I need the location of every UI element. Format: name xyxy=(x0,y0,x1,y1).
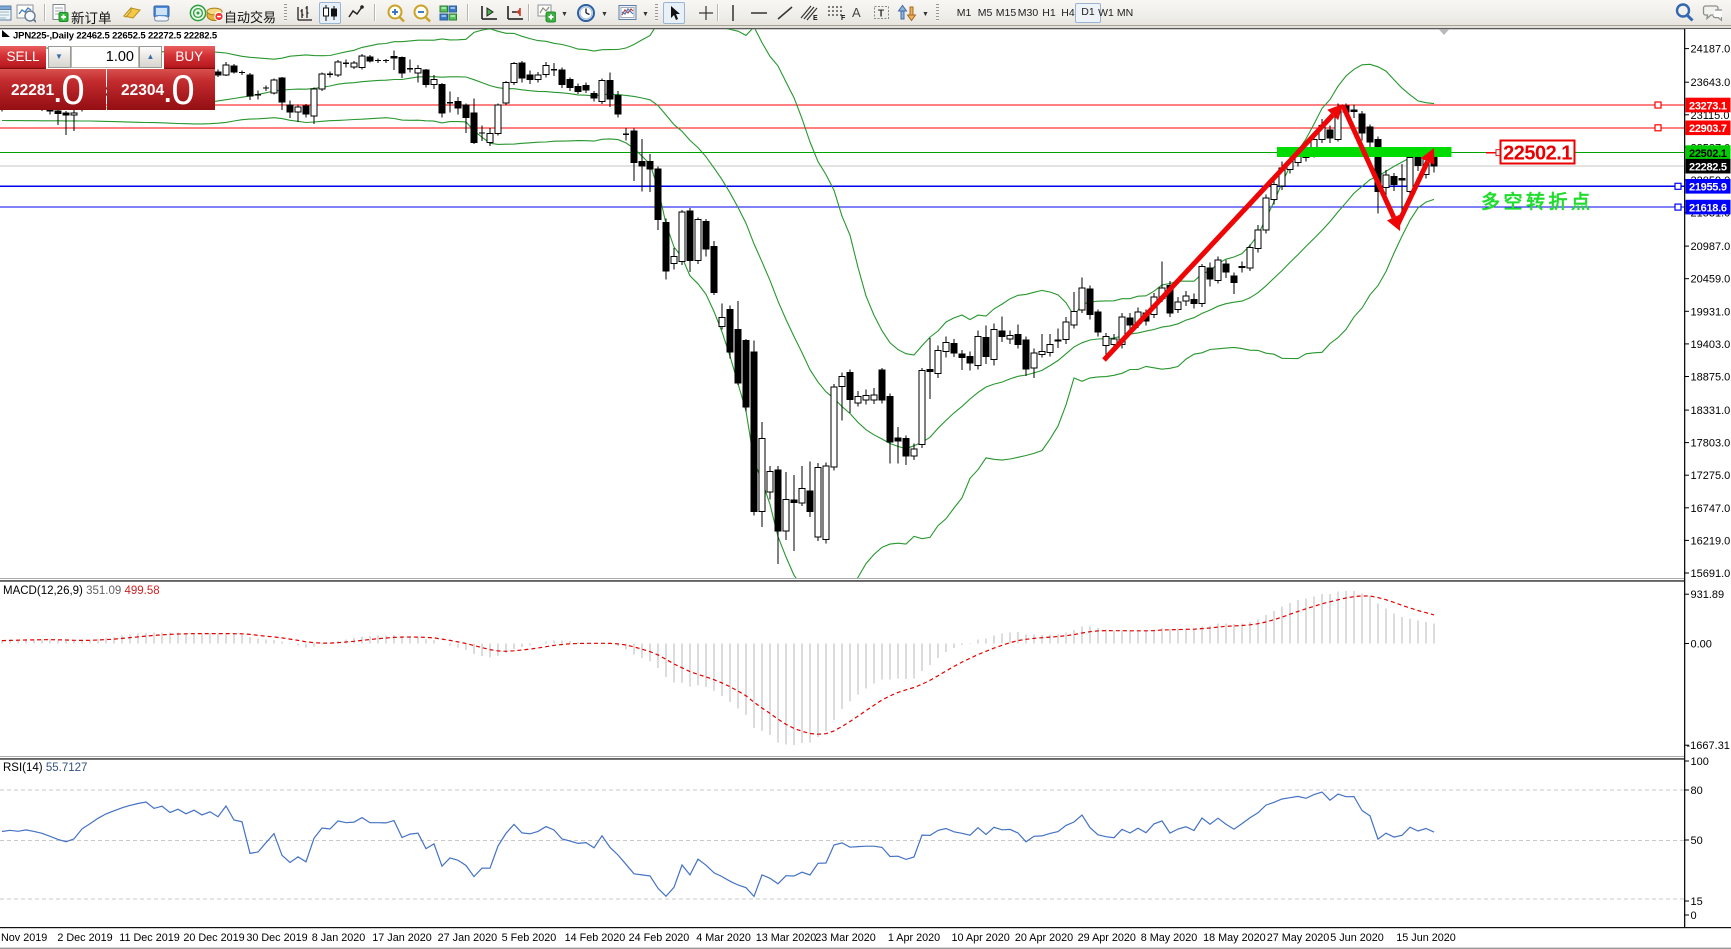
svg-text:14 Feb 2020: 14 Feb 2020 xyxy=(565,932,626,944)
svg-text:MACD(12,26,9) 351.09 499.58: MACD(12,26,9) 351.09 499.58 xyxy=(3,585,160,597)
svg-text:2 Nov 2019: 2 Nov 2019 xyxy=(0,932,47,944)
svg-text:16219.0: 16219.0 xyxy=(1691,535,1731,547)
svg-text:-1667.31: -1667.31 xyxy=(1687,740,1730,752)
svg-text:15 Jun 2020: 15 Jun 2020 xyxy=(1396,932,1455,944)
svg-text:10 Apr 2020: 10 Apr 2020 xyxy=(951,932,1009,944)
svg-text:20 Apr 2020: 20 Apr 2020 xyxy=(1015,932,1073,944)
svg-text:23115.0: 23115.0 xyxy=(1691,110,1730,122)
svg-text:18875.0: 18875.0 xyxy=(1691,372,1731,384)
svg-text:4 Mar 2020: 4 Mar 2020 xyxy=(696,932,751,944)
svg-text:RSI(14) 55.7127: RSI(14) 55.7127 xyxy=(3,762,87,774)
svg-text:23273.1: 23273.1 xyxy=(1689,100,1727,112)
svg-text:24 Feb 2020: 24 Feb 2020 xyxy=(629,932,690,944)
svg-text:27 Jan 2020: 27 Jan 2020 xyxy=(438,932,497,944)
svg-text:22903.7: 22903.7 xyxy=(1689,123,1727,135)
svg-text:100: 100 xyxy=(1691,756,1709,768)
svg-text:21955.9: 21955.9 xyxy=(1689,182,1727,194)
svg-text:21618.6: 21618.6 xyxy=(1689,202,1727,214)
svg-text:22502.1: 22502.1 xyxy=(1689,148,1727,160)
svg-text:22282.5: 22282.5 xyxy=(1689,162,1727,174)
svg-text:30 Dec 2019: 30 Dec 2019 xyxy=(246,932,307,944)
svg-text:0.00: 0.00 xyxy=(1691,639,1712,651)
svg-text:11 Dec 2019: 11 Dec 2019 xyxy=(119,932,179,944)
svg-text:19931.0: 19931.0 xyxy=(1691,306,1731,318)
svg-text:18 May 2020: 18 May 2020 xyxy=(1203,932,1265,944)
svg-text:27 May 2020: 27 May 2020 xyxy=(1267,932,1329,944)
svg-text:20459.0: 20459.0 xyxy=(1691,274,1731,286)
svg-text:19403.0: 19403.0 xyxy=(1691,339,1731,351)
svg-text:15691.0: 15691.0 xyxy=(1691,568,1731,580)
svg-text:17803.0: 17803.0 xyxy=(1691,438,1731,450)
svg-text:13 Mar 2020: 13 Mar 2020 xyxy=(756,932,817,944)
svg-text:8 Jan 2020: 8 Jan 2020 xyxy=(312,932,365,944)
svg-text:2 Dec 2019: 2 Dec 2019 xyxy=(57,932,112,944)
svg-text:JPN225-,Daily 22462.5 22652.5: JPN225-,Daily 22462.5 22652.5 22272.5 22… xyxy=(13,31,218,42)
svg-text:16747.0: 16747.0 xyxy=(1691,503,1731,515)
svg-text:18331.0: 18331.0 xyxy=(1691,405,1731,417)
svg-text:1 Apr 2020: 1 Apr 2020 xyxy=(888,932,940,944)
svg-text:20987.0: 20987.0 xyxy=(1691,241,1731,253)
svg-text:22502.1: 22502.1 xyxy=(1503,143,1572,165)
svg-text:5 Feb 2020: 5 Feb 2020 xyxy=(502,932,557,944)
svg-text:8 May 2020: 8 May 2020 xyxy=(1141,932,1197,944)
svg-text:5 Jun 2020: 5 Jun 2020 xyxy=(1330,932,1383,944)
svg-text:17 Jan 2020: 17 Jan 2020 xyxy=(372,932,431,944)
svg-text:931.89: 931.89 xyxy=(1691,589,1725,601)
svg-text:T: T xyxy=(878,9,884,20)
svg-text:15: 15 xyxy=(1691,896,1703,908)
svg-text:20 Dec 2019: 20 Dec 2019 xyxy=(183,932,244,944)
svg-text:29 Apr 2020: 29 Apr 2020 xyxy=(1078,932,1136,944)
svg-text:E: E xyxy=(813,15,818,22)
svg-text:17275.0: 17275.0 xyxy=(1691,470,1731,482)
svg-text:0: 0 xyxy=(1691,910,1697,922)
svg-text:50: 50 xyxy=(1691,835,1703,847)
svg-text:24187.0: 24187.0 xyxy=(1691,44,1731,56)
svg-text:F: F xyxy=(841,15,846,22)
svg-text:多空转折点: 多空转折点 xyxy=(1481,190,1594,213)
svg-text:23643.0: 23643.0 xyxy=(1691,77,1731,89)
svg-text:23 Mar 2020: 23 Mar 2020 xyxy=(815,932,876,944)
svg-text:80: 80 xyxy=(1691,785,1703,797)
